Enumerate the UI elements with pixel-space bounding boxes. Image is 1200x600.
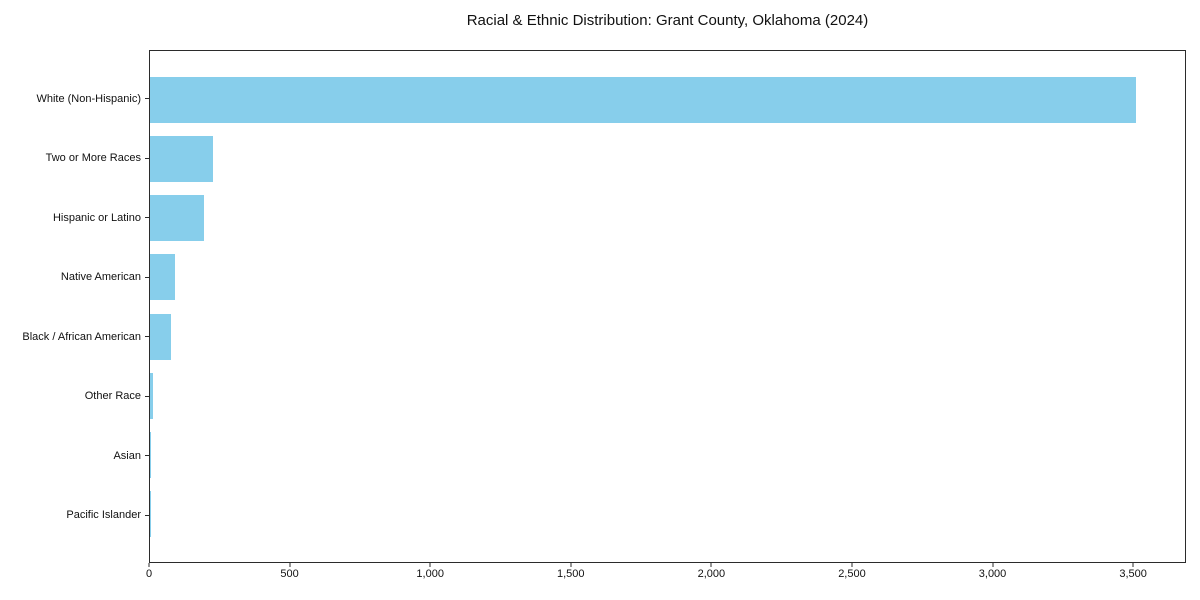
y-tick-row: White (Non-Hispanic) <box>0 69 149 129</box>
bar-row <box>150 70 1185 129</box>
y-tick-mark <box>145 336 149 338</box>
bar-asian <box>150 432 152 479</box>
y-axis-labels: White (Non-Hispanic) Two or More Races His… <box>0 50 149 563</box>
x-tick-mark <box>289 563 291 567</box>
y-tick-row: Other Race <box>0 367 149 427</box>
y-tick-label-asian: Asian <box>113 449 141 462</box>
x-tick-mark <box>429 563 431 567</box>
y-tick-row: Pacific Islander <box>0 486 149 546</box>
bar-black-african-american <box>150 313 171 360</box>
bar-two-or-more-races <box>150 135 213 182</box>
y-tick-label-black-african-american: Black / African American <box>22 330 141 343</box>
y-tick-row: Asian <box>0 426 149 486</box>
plot-area <box>149 50 1186 563</box>
bar-hispanic-or-latino <box>150 195 204 242</box>
x-tick-mark <box>851 563 853 567</box>
x-tick-label-1500: 1,500 <box>557 568 585 580</box>
x-tick-label-3000: 3,000 <box>978 568 1007 580</box>
bar-row <box>150 485 1185 544</box>
y-tick-label-two-or-more-races: Two or More Races <box>45 152 141 165</box>
bar-white-non-hispanic <box>150 76 1136 123</box>
y-tick-mark <box>145 98 149 100</box>
x-tick-mark <box>710 563 712 567</box>
y-tick-mark <box>145 395 149 397</box>
y-tick-row: Native American <box>0 248 149 308</box>
bar-row <box>150 248 1185 307</box>
x-tick-label-0: 0 <box>145 568 153 580</box>
y-tick-row: Hispanic or Latino <box>0 188 149 248</box>
bar-row <box>150 366 1185 425</box>
x-tick-label-2500: 2,500 <box>838 568 866 580</box>
y-tick-label-white-non-hispanic: White (Non-Hispanic) <box>36 92 141 105</box>
x-tick-mark <box>570 563 572 567</box>
bar-row <box>150 129 1185 188</box>
x-tick-mark <box>992 563 994 567</box>
y-tick-row: Two or More Races <box>0 129 149 189</box>
x-tick-mark <box>148 563 150 567</box>
x-tick-label-500: 500 <box>280 568 299 580</box>
x-tick-label-1000: 1,000 <box>416 568 444 580</box>
bars-container <box>150 51 1185 562</box>
bar-row <box>150 426 1185 485</box>
y-tick-mark <box>145 514 149 516</box>
y-tick-label-pacific-islander: Pacific Islander <box>66 509 141 522</box>
y-tick-mark <box>145 157 149 159</box>
y-tick-label-other-race: Other Race <box>84 390 141 403</box>
bar-native-american <box>150 254 176 301</box>
y-tick-mark <box>145 455 149 457</box>
y-tick-row: Black / African American <box>0 307 149 367</box>
y-tick-mark <box>145 217 149 219</box>
bar-row <box>150 189 1185 248</box>
y-tick-label-hispanic-or-latino: Hispanic or Latino <box>52 211 141 224</box>
bar-other-race <box>150 372 154 419</box>
x-tick-mark <box>1132 563 1134 567</box>
chart-title: Racial & Ethnic Distribution: Grant Coun… <box>466 12 869 29</box>
y-tick-label-native-american: Native American <box>60 271 141 284</box>
x-tick-label-2000: 2,000 <box>697 568 726 580</box>
y-tick-mark <box>145 276 149 278</box>
bar-row <box>150 307 1185 366</box>
x-axis-labels: 0 500 1,000 1,500 2,000 2,500 3,000 3,500 <box>145 563 1186 587</box>
x-tick-label-3500: 3,500 <box>1119 568 1147 580</box>
